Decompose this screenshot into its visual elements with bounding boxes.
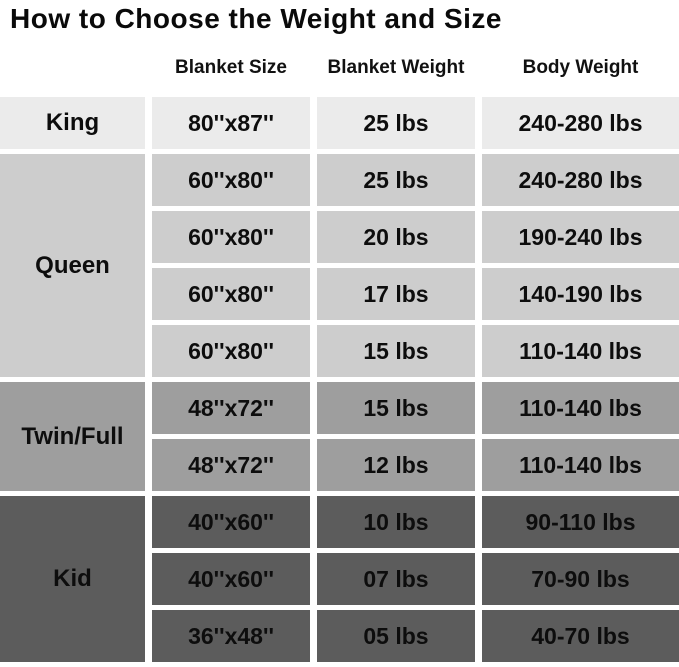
table-header-row: Blanket Size Blanket Weight Body Weight bbox=[0, 52, 679, 84]
header-body-weight: Body Weight bbox=[522, 57, 639, 78]
body-weight-cell: 190-240 lbs bbox=[482, 211, 679, 263]
category-cell-king: King bbox=[0, 97, 145, 149]
body-weight-cell: 110-140 lbs bbox=[482, 325, 679, 377]
blanket-size-cell: 60''x80'' bbox=[152, 268, 310, 320]
blanket-weight-cell: 05 lbs bbox=[317, 610, 475, 662]
category-cell-kid: Kid bbox=[0, 496, 145, 662]
blanket-weight-cell: 20 lbs bbox=[317, 211, 475, 263]
size-weight-table: King Queen Twin/Full Kid 80''x87'' 25 lb… bbox=[0, 97, 679, 662]
blanket-size-cell: 80''x87'' bbox=[152, 97, 310, 149]
blanket-weight-cell: 15 lbs bbox=[317, 325, 475, 377]
body-weight-cell: 90-110 lbs bbox=[482, 496, 679, 548]
body-weight-cell: 240-280 lbs bbox=[482, 154, 679, 206]
body-weight-cell: 110-140 lbs bbox=[482, 382, 679, 434]
category-cell-twin-full: Twin/Full bbox=[0, 382, 145, 491]
header-blanket-weight: Blanket Weight bbox=[327, 57, 465, 78]
blanket-weight-cell: 15 lbs bbox=[317, 382, 475, 434]
blanket-weight-cell: 12 lbs bbox=[317, 439, 475, 491]
blanket-size-cell: 48''x72'' bbox=[152, 439, 310, 491]
blanket-size-cell: 60''x80'' bbox=[152, 154, 310, 206]
blanket-size-cell: 60''x80'' bbox=[152, 211, 310, 263]
header-blanket-size: Blanket Size bbox=[175, 57, 287, 78]
category-cell-queen: Queen bbox=[0, 154, 145, 377]
body-weight-cell: 70-90 lbs bbox=[482, 553, 679, 605]
blanket-weight-cell: 10 lbs bbox=[317, 496, 475, 548]
body-weight-cell: 140-190 lbs bbox=[482, 268, 679, 320]
blanket-weight-cell: 25 lbs bbox=[317, 97, 475, 149]
page-title: How to Choose the Weight and Size bbox=[10, 3, 502, 34]
blanket-size-cell: 40''x60'' bbox=[152, 496, 310, 548]
body-weight-cell: 240-280 lbs bbox=[482, 97, 679, 149]
blanket-size-cell: 60''x80'' bbox=[152, 325, 310, 377]
blanket-size-cell: 48''x72'' bbox=[152, 382, 310, 434]
blanket-size-cell: 36''x48'' bbox=[152, 610, 310, 662]
blanket-size-cell: 40''x60'' bbox=[152, 553, 310, 605]
blanket-weight-cell: 25 lbs bbox=[317, 154, 475, 206]
blanket-weight-cell: 17 lbs bbox=[317, 268, 475, 320]
body-weight-cell: 40-70 lbs bbox=[482, 610, 679, 662]
body-weight-cell: 110-140 lbs bbox=[482, 439, 679, 491]
blanket-weight-cell: 07 lbs bbox=[317, 553, 475, 605]
